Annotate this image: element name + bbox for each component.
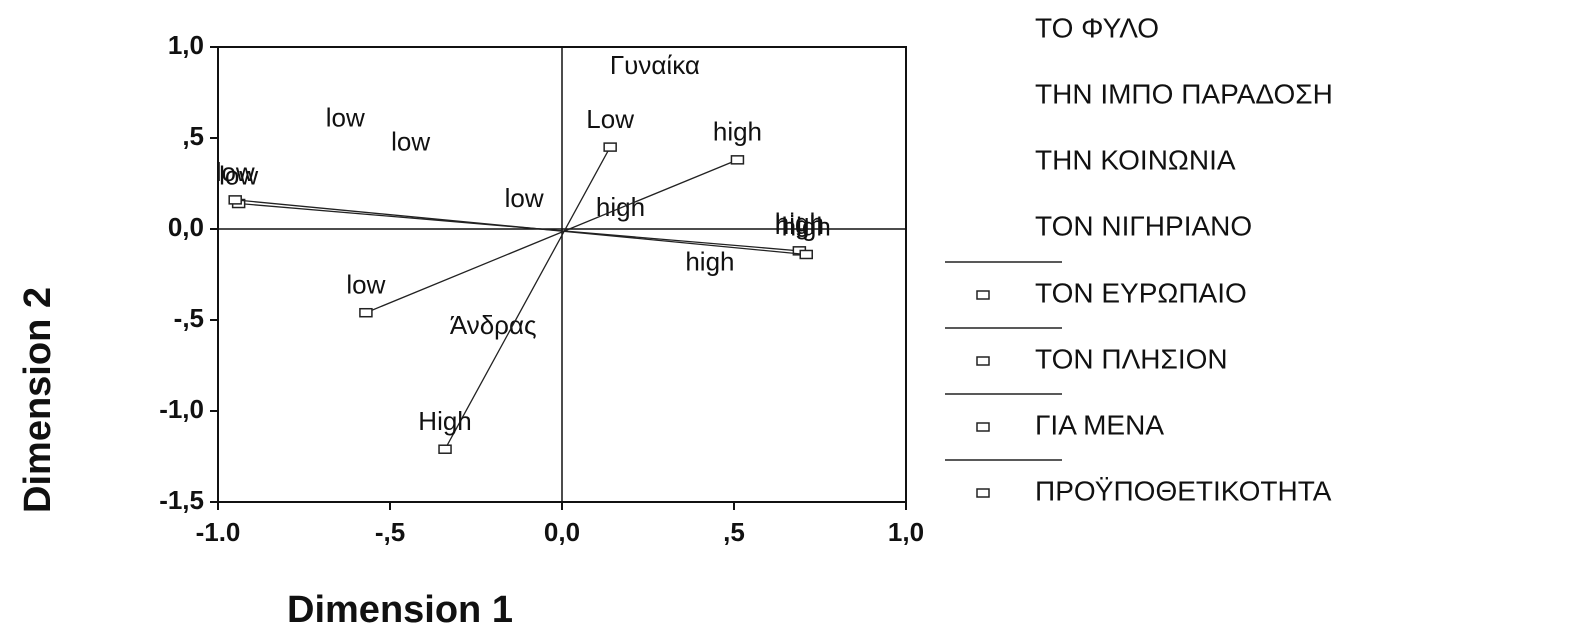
point-label: Γυναίκα <box>610 50 700 80</box>
x-tick-label: 1,0 <box>888 517 924 547</box>
x-tick-label: -,5 <box>375 517 405 547</box>
x-tick-label: ,5 <box>723 517 745 547</box>
y-tick-label: ,5 <box>182 121 204 151</box>
point-label: high <box>775 208 824 238</box>
point-label: Low <box>586 104 634 134</box>
point-label: low <box>505 183 544 213</box>
legend-label: ΤΟ ΦΥΛΟ <box>1035 12 1159 43</box>
point-label: low <box>326 103 365 133</box>
point-marker <box>438 444 452 454</box>
legend-label: ΤΗΝ ΙΜΠΟ ΠΑΡΑΔΟΣΗ <box>1035 78 1333 109</box>
connector-line <box>365 159 738 314</box>
point-label: high <box>596 192 645 222</box>
y-tick-label: 0,0 <box>168 212 204 242</box>
point-label: low <box>346 270 385 300</box>
x-tick-label: -1.0 <box>196 517 241 547</box>
x-tick-label: 0,0 <box>544 517 580 547</box>
point-marker <box>228 195 242 205</box>
connector-line <box>444 146 611 450</box>
y-tick-label: -,5 <box>174 303 204 333</box>
x-axis-title: Dimension 1 <box>287 589 513 631</box>
y-tick-label: 1,0 <box>168 30 204 60</box>
legend-label: ΤΗΝ ΚΟΙΝΩΝΙΑ <box>1035 144 1236 175</box>
legend-label: ΓΙΑ ΜΕΝΑ <box>1035 409 1164 440</box>
legend-marker <box>976 356 990 366</box>
y-tick-label: -1,5 <box>159 485 204 515</box>
y-tick-label: -1,0 <box>159 394 204 424</box>
point-marker <box>730 155 745 165</box>
point-label: high <box>685 246 734 276</box>
point-marker <box>359 307 373 318</box>
point-label: low <box>391 126 430 156</box>
legend-label: ΤΟΝ ΝΙΓΗΡΙΑΝΟ <box>1035 210 1252 241</box>
legend-label: ΠΡΟΫΠΟΘΕΤΙΚΟΤΗΤΑ <box>1035 475 1332 506</box>
point-label: High <box>418 406 471 436</box>
point-label: Άνδρας <box>450 310 537 340</box>
connector-line <box>235 199 807 256</box>
legend-marker <box>976 422 990 432</box>
legend-marker <box>976 488 990 498</box>
y-axis-title: Dimension 2 <box>17 287 59 513</box>
legend-marker <box>976 290 990 300</box>
point-label: low <box>219 160 258 190</box>
legend-label: ΤΟΝ ΠΛΗΣΙΟΝ <box>1035 343 1228 374</box>
point-label: high <box>782 211 831 241</box>
point-label: high <box>775 210 824 240</box>
point-marker <box>603 142 617 152</box>
point-label: low <box>216 157 255 187</box>
legend-label: ΤΟΝ ΕΥΡΩΠΑΙΟ <box>1035 277 1247 308</box>
point-marker <box>799 249 813 260</box>
point-label: high <box>713 117 762 147</box>
